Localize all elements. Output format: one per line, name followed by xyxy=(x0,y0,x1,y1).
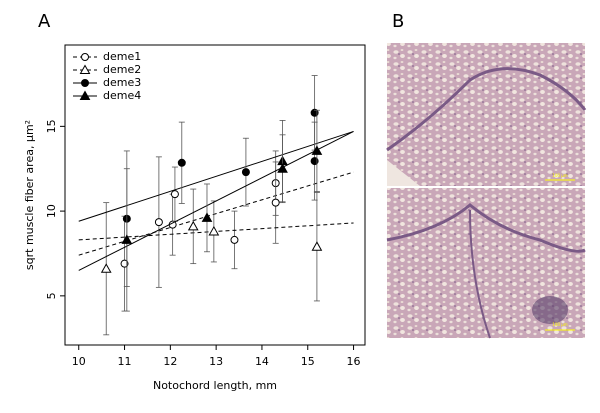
y-tick-label: 10 xyxy=(45,204,58,218)
scale-label: 100 µm xyxy=(552,322,567,327)
point xyxy=(311,241,323,251)
series xyxy=(78,75,354,287)
point xyxy=(187,220,199,231)
point xyxy=(177,158,186,167)
x-tick-label: 10 xyxy=(72,355,86,368)
micrograph-bottom: 100 µm xyxy=(386,188,586,339)
x-axis-label: Notochord length, mm xyxy=(153,379,277,392)
legend-label: deme3 xyxy=(103,76,141,89)
panel-label: A xyxy=(38,11,51,32)
fit-line xyxy=(78,130,354,271)
legend-label: deme2 xyxy=(103,63,141,76)
point xyxy=(230,235,239,244)
x-tick-label: 12 xyxy=(163,355,177,368)
fit-line xyxy=(78,171,354,256)
legend-marker xyxy=(81,79,89,87)
point xyxy=(271,198,280,207)
panel-label: B xyxy=(392,11,404,32)
point xyxy=(310,108,319,117)
legend-marker xyxy=(79,90,91,100)
legend-marker xyxy=(79,64,91,74)
point xyxy=(311,145,323,155)
legend-label: deme4 xyxy=(103,89,141,102)
point xyxy=(121,234,133,244)
fit-line xyxy=(78,130,354,222)
fit-line xyxy=(78,222,354,241)
scale-label: 100 µm xyxy=(552,173,567,178)
y-tick-label: 5 xyxy=(45,292,58,299)
y-axis-label: sqrt muscle fiber area, µm² xyxy=(23,120,36,270)
point xyxy=(170,190,179,199)
series xyxy=(78,188,354,336)
x-tick-label: 16 xyxy=(347,355,361,368)
plot-box xyxy=(64,44,366,346)
legend-marker xyxy=(81,53,89,61)
x-tick-label: 13 xyxy=(209,355,223,368)
point xyxy=(100,263,112,273)
micrograph-top: 100 µm xyxy=(386,43,587,186)
x-tick-label: 11 xyxy=(118,355,132,368)
point xyxy=(154,218,163,227)
point xyxy=(120,259,129,268)
point xyxy=(208,225,220,236)
point xyxy=(241,168,250,177)
series xyxy=(78,109,354,312)
x-tick-label: 14 xyxy=(255,355,269,368)
y-tick-label: 15 xyxy=(45,119,58,133)
x-tick-label: 15 xyxy=(301,355,315,368)
point xyxy=(201,212,213,222)
point xyxy=(277,163,288,173)
point xyxy=(310,157,319,166)
series xyxy=(78,150,354,312)
legend-label: deme1 xyxy=(103,50,141,63)
